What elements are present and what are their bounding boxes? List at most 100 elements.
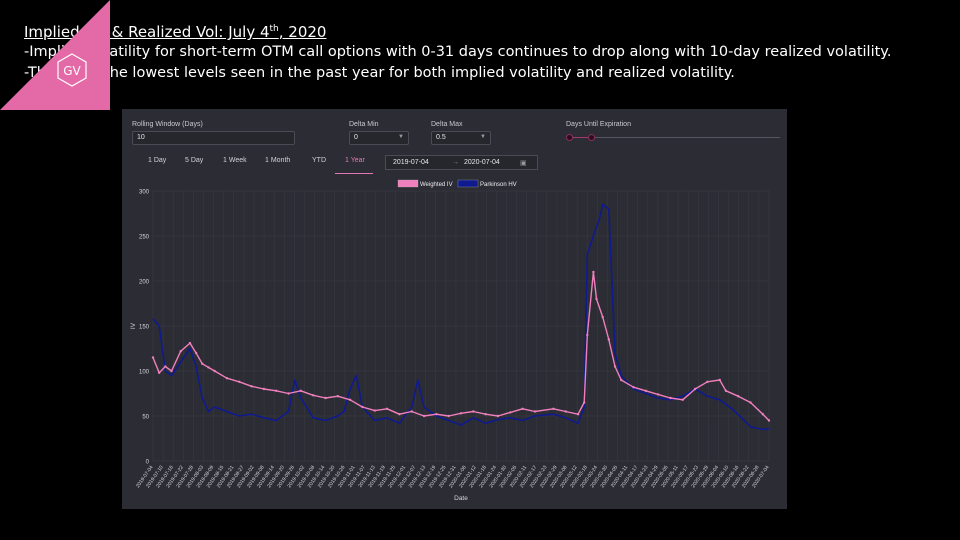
data-point [644, 389, 647, 392]
data-point [170, 369, 173, 373]
data-point [595, 297, 598, 301]
data-point [336, 395, 339, 398]
data-point [213, 369, 216, 373]
data-point [287, 392, 290, 395]
expiration-slider-track[interactable] [568, 137, 780, 138]
data-point [238, 380, 241, 383]
gv-logo: GV [0, 0, 110, 110]
tab-1-day[interactable]: 1 Day [148, 157, 167, 164]
data-point [225, 377, 229, 380]
data-point [632, 386, 635, 389]
data-point [201, 362, 204, 365]
data-point [422, 414, 426, 418]
data-point [496, 414, 500, 418]
delta-max-value: 0.5 [436, 134, 446, 141]
data-point [348, 398, 352, 401]
data-point [509, 411, 512, 414]
data-point [607, 338, 611, 341]
data-point [194, 351, 198, 355]
date-range-picker[interactable]: 2019-07-04 → 2020-07-04 ▣ [385, 155, 538, 170]
data-point [151, 356, 155, 359]
expiration-label: Days Until Expiration [566, 121, 631, 128]
data-point [586, 333, 589, 337]
date-start[interactable]: 2019-07-04 [393, 159, 429, 166]
y-tick-label: 50 [142, 415, 149, 421]
x-axis-label: Date [454, 495, 468, 502]
data-point [564, 410, 567, 413]
data-point [552, 407, 555, 410]
rolling-window-label: Rolling Window (Days) [132, 121, 203, 128]
data-point [385, 407, 389, 410]
y-tick-label: 0 [146, 460, 150, 466]
data-point [164, 365, 167, 368]
data-point [718, 378, 721, 382]
expiration-slider-handle-min[interactable] [566, 134, 573, 141]
tab-1-year[interactable]: 1 Year [345, 157, 365, 164]
logo-text: GV [63, 64, 81, 78]
rolling-window-value: 10 [137, 134, 145, 141]
data-point [576, 413, 580, 416]
data-point [262, 387, 266, 391]
series-line [152, 271, 770, 421]
data-point [410, 410, 413, 413]
delta-min-select[interactable]: 0 ▼ [349, 131, 409, 145]
data-point [761, 413, 765, 416]
data-point [447, 414, 450, 418]
data-point [398, 413, 401, 416]
calendar-icon[interactable]: ▣ [520, 160, 527, 167]
data-point [737, 395, 740, 398]
data-point [693, 387, 697, 391]
legend-swatch [397, 179, 419, 188]
hexagon-icon [57, 53, 87, 87]
data-point [373, 409, 376, 412]
data-point [724, 389, 728, 392]
series-line [152, 203, 770, 431]
y-tick-label: 150 [139, 325, 150, 331]
y-tick-label: 200 [139, 280, 150, 286]
data-point [179, 350, 182, 353]
data-point [583, 401, 586, 404]
data-point [361, 405, 364, 409]
data-point [533, 410, 537, 413]
data-point [435, 413, 438, 416]
tab-1-month[interactable]: 1 Month [265, 157, 291, 164]
tab-ytd[interactable]: YTD [312, 157, 326, 164]
data-point [275, 389, 278, 392]
data-point [656, 393, 660, 396]
delta-min-label: Delta Min [349, 121, 379, 128]
data-point [706, 380, 709, 383]
tab-1-week[interactable]: 1 Week [223, 157, 247, 164]
delta-min-value: 0 [354, 134, 358, 141]
y-axis-label: IV [130, 322, 137, 329]
expiration-slider-range [568, 137, 591, 138]
data-point [311, 394, 315, 397]
chart-panel: Rolling Window (Days) 10 Delta Min 0 ▼ De… [122, 109, 787, 509]
y-tick-label: 250 [139, 235, 150, 241]
data-point [484, 413, 487, 416]
bullet-2: -These are the lowest levels seen in the… [24, 65, 735, 81]
legend-label: Weighted IV [420, 182, 453, 188]
data-point [250, 385, 253, 388]
date-end[interactable]: 2020-07-04 [464, 159, 500, 166]
delta-max-select[interactable]: 0.5 ▼ [431, 131, 491, 145]
data-point [459, 412, 463, 415]
chevron-down-icon: ▼ [480, 134, 486, 140]
data-point [767, 419, 771, 422]
y-tick-label: 300 [139, 190, 150, 196]
data-point [592, 270, 595, 274]
data-point [521, 407, 524, 410]
tab-5-day[interactable]: 5 Day [185, 157, 204, 164]
y-tick-label: 100 [139, 370, 150, 376]
data-point [669, 396, 672, 400]
bullet-1: -Implied Volatility for short-term OTM c… [24, 44, 892, 60]
data-point [324, 396, 327, 400]
data-point [157, 371, 161, 374]
rolling-window-input[interactable]: 10 [132, 131, 295, 145]
legend-swatch [457, 179, 479, 188]
data-point [681, 398, 684, 401]
data-point [619, 378, 623, 382]
expiration-slider-handle-max[interactable] [588, 134, 595, 141]
data-point [472, 410, 475, 413]
data-point [613, 365, 617, 368]
